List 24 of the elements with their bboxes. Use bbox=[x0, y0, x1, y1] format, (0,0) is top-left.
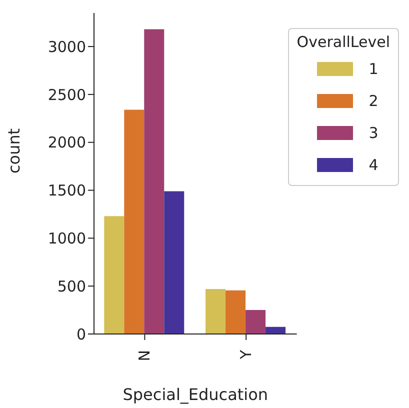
legend-label: 4 bbox=[368, 156, 378, 174]
bar bbox=[246, 310, 266, 334]
y-tick-label: 0 bbox=[76, 325, 86, 344]
bar bbox=[164, 191, 184, 334]
y-tick-label: 1500 bbox=[48, 182, 86, 200]
x-tick-label: N bbox=[136, 350, 154, 362]
legend-label: 1 bbox=[368, 60, 378, 78]
y-axis-title: count bbox=[4, 128, 24, 174]
bar bbox=[124, 110, 144, 334]
legend-label: 3 bbox=[368, 124, 378, 142]
bar bbox=[206, 288, 226, 334]
x-tick-label: Y bbox=[237, 349, 256, 360]
bar bbox=[226, 290, 246, 334]
bar bbox=[266, 326, 286, 334]
y-tick-label: 3000 bbox=[48, 38, 86, 56]
x-axis-title: Special_Education bbox=[122, 385, 268, 404]
legend-title: OverallLevel bbox=[296, 33, 390, 51]
legend-label: 2 bbox=[368, 92, 378, 110]
bar bbox=[104, 216, 124, 334]
y-tick-label: 2000 bbox=[48, 134, 86, 152]
y-tick-label: 2500 bbox=[48, 86, 86, 104]
y-tick-label: 1000 bbox=[48, 230, 86, 248]
bar bbox=[144, 29, 164, 334]
y-tick-label: 500 bbox=[57, 277, 86, 296]
